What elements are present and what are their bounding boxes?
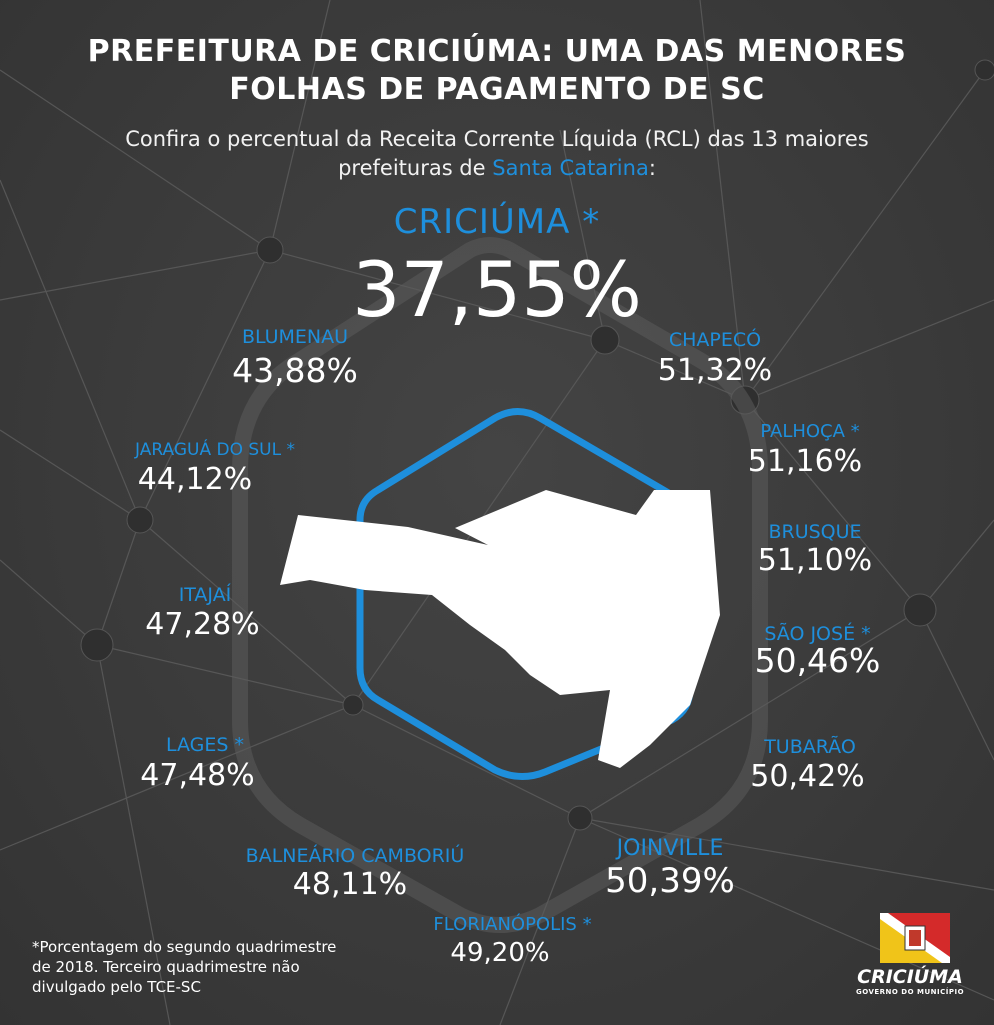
city-lages: LAGES * [165,734,244,756]
percent-brusque: 51,10% [757,543,873,578]
criciuma-logo: CRICIÚMA GOVERNO DO MUNICÍPIO [855,910,965,1000]
footnote-line-2: de 2018. Terceiro quadrimestre não [32,958,300,976]
city-chapeco: CHAPECÓ [668,329,762,351]
percent-balneario: 48,11% [292,867,408,902]
city-balneario: BALNEÁRIO CAMBORIÚ [245,845,465,867]
subtitle-colon: : [648,156,656,180]
highlight-percent: 37,55% [352,245,642,334]
subtitle-line-2: prefeituras de Santa Catarina: [0,154,994,183]
percent-lages: 47,48% [140,758,255,793]
title-line-2: FOLHAS DE PAGAMENTO DE SC [229,72,765,107]
subtitle-highlight: Santa Catarina [492,156,649,180]
percent-saojose: 50,46% [754,641,881,680]
percent-chapeco: 51,32% [657,353,773,388]
city-tubarao: TUBARÃO [764,736,856,758]
logo-name: CRICIÚMA [857,966,963,988]
title-line-1: PREFEITURA DE CRICIÚMA: UMA DAS MENORES [87,34,907,69]
subtitle-text: prefeituras de [338,156,493,180]
flag-icon [880,913,950,963]
percent-blumenau: 43,88% [232,351,358,390]
city-joinville: JOINVILLE [616,836,724,861]
footnote-line-3: divulgado pelo TCE-SC [32,978,201,996]
footnote: *Porcentagem do segundo quadrimestre de … [32,937,412,997]
santa-catarina-map [280,490,720,768]
percent-itajai: 47,28% [145,607,260,642]
logo-tagline: GOVERNO DO MUNICÍPIO [855,988,965,996]
city-itajai: ITAJAÍ [178,584,232,606]
footnote-line-1: *Porcentagem do segundo quadrimestre [32,938,337,956]
city-saojose: SÃO JOSÉ * [764,623,871,645]
percent-joinville: 50,39% [605,861,735,901]
city-brusque: BRUSQUE [768,521,862,543]
percent-florianopolis: 49,20% [450,938,550,968]
city-palhoca: PALHOÇA * [760,421,860,442]
percent-jaragua: 44,12% [137,462,253,497]
percent-palhoca: 51,16% [747,444,863,479]
subtitle-line-1: Confira o percentual da Receita Corrente… [125,127,869,151]
percent-tubarao: 50,42% [750,759,865,794]
highlight-city: CRICIÚMA * [393,202,601,242]
city-jaragua: JARAGUÁ DO SUL * [135,440,295,460]
city-blumenau: BLUMENAU [241,326,349,348]
city-florianopolis: FLORIANÓPOLIS * [433,914,592,935]
outer-hexagon [232,237,768,933]
